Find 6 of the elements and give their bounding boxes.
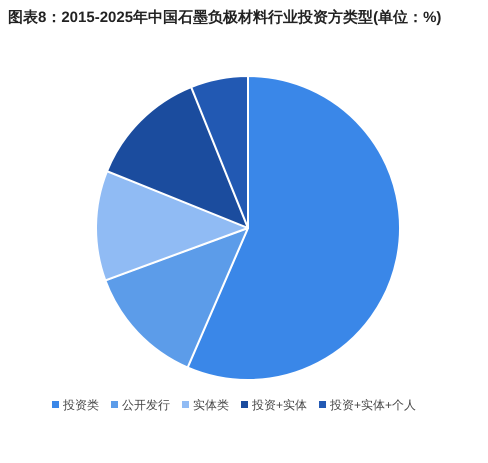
legend-label: 投资+实体 xyxy=(251,398,308,412)
chart-title: 图表8：2015-2025年中国石墨负极材料行业投资方类型(单位：%) xyxy=(8,8,442,26)
legend-label: 投资类 xyxy=(62,398,99,412)
legend-label: 公开发行 xyxy=(122,398,170,412)
legend-label: 投资+实体+个人 xyxy=(329,398,416,412)
legend-label: 实体类 xyxy=(193,398,229,412)
